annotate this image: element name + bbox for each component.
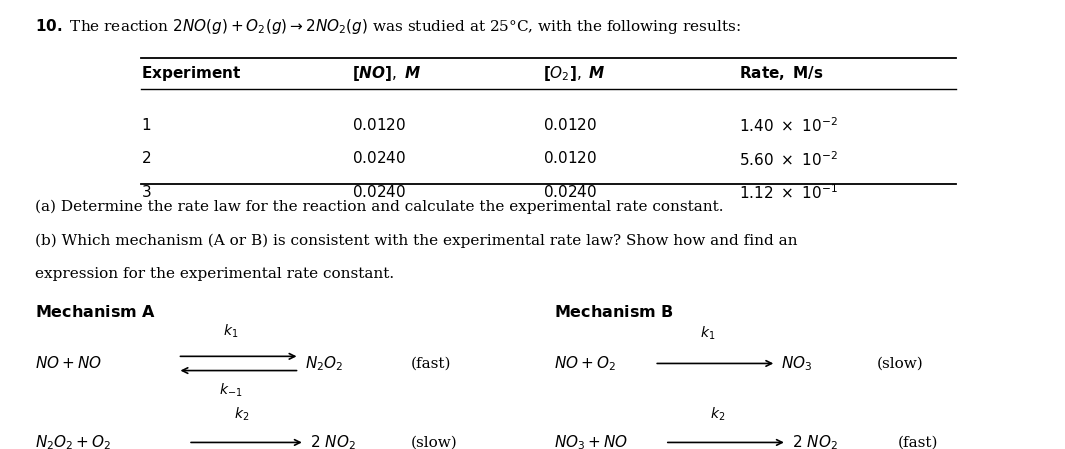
- Text: $\bf{Mechanism\ A}$: $\bf{Mechanism\ A}$: [34, 304, 155, 321]
- Text: $\boldsymbol{[O_2],\ M}$: $\boldsymbol{[O_2],\ M}$: [543, 64, 606, 83]
- Text: (a) Determine the rate law for the reaction and calculate the experimental rate : (a) Determine the rate law for the react…: [34, 199, 723, 214]
- Text: $2$: $2$: [141, 150, 150, 166]
- Text: $k_2$: $k_2$: [233, 405, 249, 423]
- Text: $k_1$: $k_1$: [700, 324, 715, 342]
- Text: $k_2$: $k_2$: [710, 405, 725, 423]
- Text: $\bf{Mechanism\ B}$: $\bf{Mechanism\ B}$: [554, 304, 673, 321]
- Text: $0.0120$: $0.0120$: [543, 117, 597, 132]
- Text: (slow): (slow): [411, 436, 457, 449]
- Text: (fast): (fast): [898, 436, 938, 449]
- Text: $0.0240$: $0.0240$: [353, 150, 407, 166]
- Text: $\mathbf{10.}$ The reaction $2NO(g)+O_2(g)\rightarrow 2NO_2(g)$ was studied at 2: $\mathbf{10.}$ The reaction $2NO(g)+O_2(…: [34, 17, 740, 35]
- Text: $NO_3$: $NO_3$: [782, 354, 813, 373]
- Text: (fast): (fast): [411, 357, 452, 370]
- Text: $2\ NO_2$: $2\ NO_2$: [792, 433, 838, 449]
- Text: $\boldsymbol{[NO],\ M}$: $\boldsymbol{[NO],\ M}$: [353, 64, 422, 83]
- Text: $1$: $1$: [141, 117, 151, 132]
- Text: $3$: $3$: [141, 184, 151, 200]
- Text: $2\ NO_2$: $2\ NO_2$: [310, 433, 356, 449]
- Text: $0.0120$: $0.0120$: [543, 150, 597, 166]
- Text: $N_2O_2$: $N_2O_2$: [305, 354, 343, 373]
- Text: $\mathbf{Rate,\ M/s}$: $\mathbf{Rate,\ M/s}$: [739, 64, 823, 82]
- Text: $k_1$: $k_1$: [223, 322, 239, 340]
- Text: $NO + NO$: $NO + NO$: [34, 356, 101, 371]
- Text: $NO + O_2$: $NO + O_2$: [554, 354, 616, 373]
- Text: $NO_3 + NO$: $NO_3 + NO$: [554, 433, 628, 449]
- Text: $N_2O_2 + O_2$: $N_2O_2 + O_2$: [34, 433, 111, 449]
- Text: $1.40\ \times\ 10^{-2}$: $1.40\ \times\ 10^{-2}$: [739, 117, 838, 135]
- Text: $0.0240$: $0.0240$: [353, 184, 407, 200]
- Text: $1.12\ \times\ 10^{-1}$: $1.12\ \times\ 10^{-1}$: [739, 184, 838, 202]
- Text: (b) Which mechanism (A or B) is consistent with the experimental rate law? Show : (b) Which mechanism (A or B) is consiste…: [34, 233, 797, 247]
- Text: (slow): (slow): [876, 357, 923, 370]
- Text: $\mathbf{Experiment}$: $\mathbf{Experiment}$: [141, 64, 241, 83]
- Text: expression for the experimental rate constant.: expression for the experimental rate con…: [34, 267, 394, 281]
- Text: $0.0240$: $0.0240$: [543, 184, 597, 200]
- Text: $k_{-1}$: $k_{-1}$: [218, 381, 242, 399]
- Text: $5.60\ \times\ 10^{-2}$: $5.60\ \times\ 10^{-2}$: [739, 150, 838, 169]
- Text: $0.0120$: $0.0120$: [353, 117, 407, 132]
